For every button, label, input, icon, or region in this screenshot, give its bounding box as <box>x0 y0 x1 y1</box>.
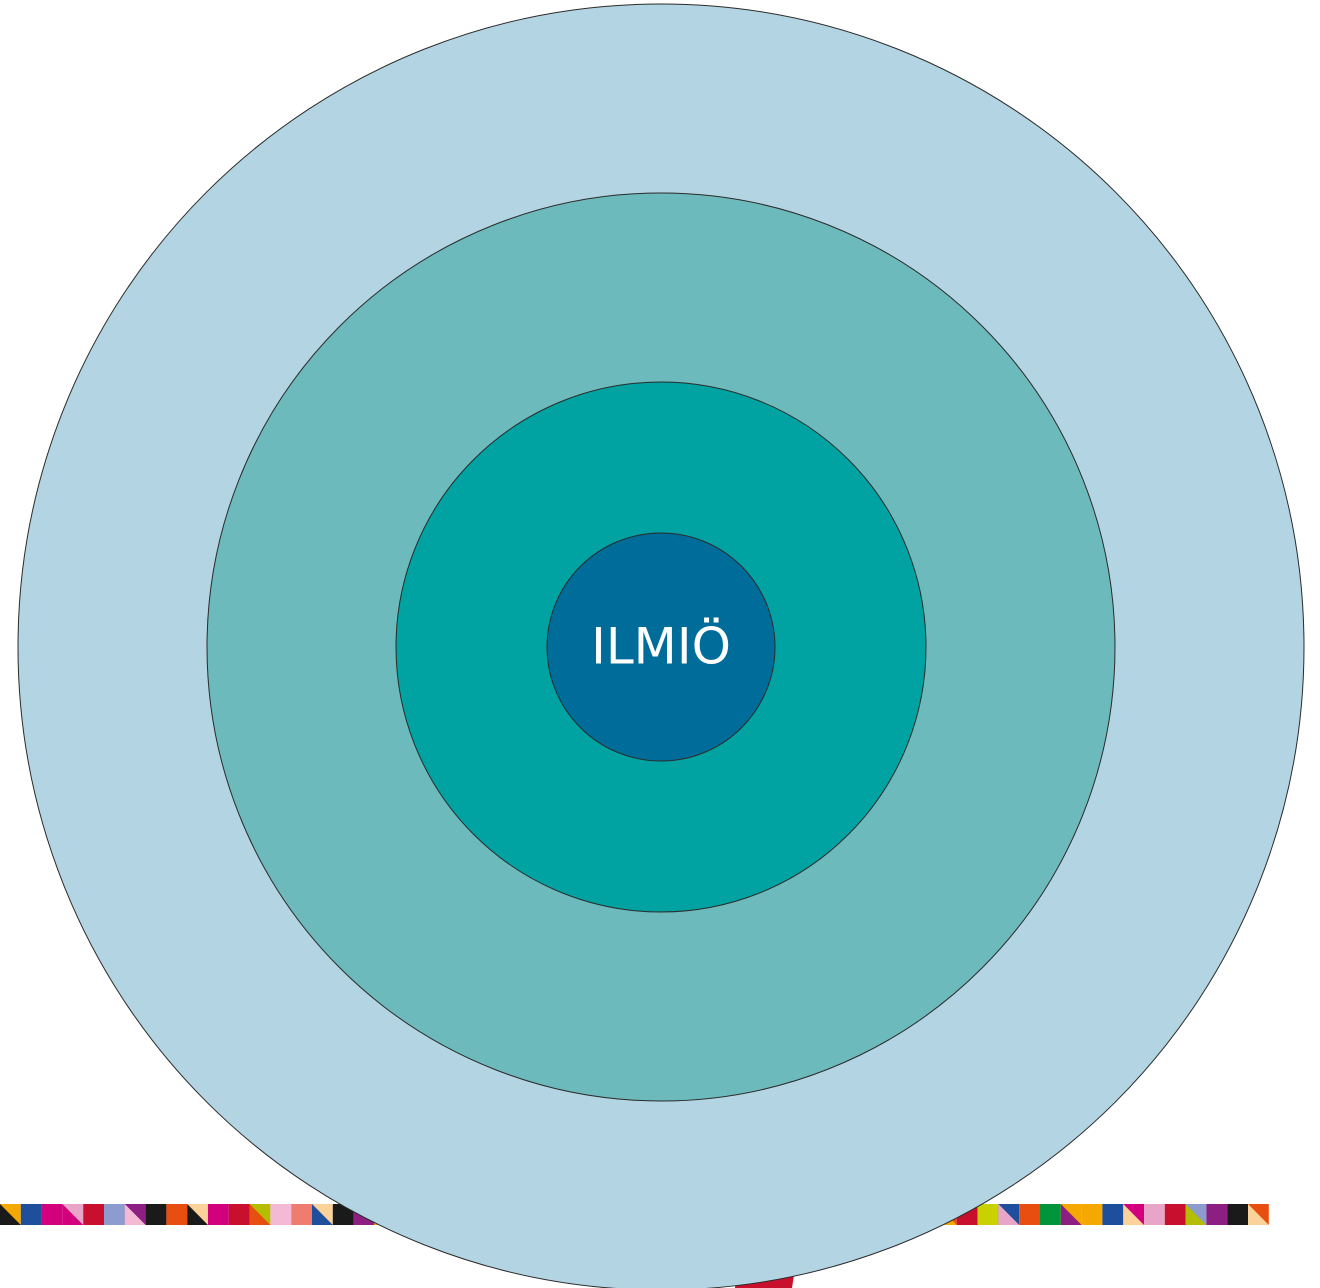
strip-tile <box>104 1204 125 1225</box>
strip-tile <box>146 1204 167 1225</box>
diagram: ILMIÖ <box>0 0 1320 1288</box>
strip-tile <box>1040 1204 1061 1225</box>
strip-tile <box>21 1204 42 1225</box>
strip-tile <box>1206 1204 1227 1225</box>
strip-tile <box>291 1204 312 1225</box>
strip-tile <box>229 1204 250 1225</box>
strip-tile <box>1082 1204 1103 1225</box>
strip-tile <box>1227 1204 1248 1225</box>
strip-tile <box>42 1204 63 1225</box>
strip-tile <box>978 1204 999 1225</box>
strip-tile <box>1102 1204 1123 1225</box>
strip-tile <box>1165 1204 1186 1225</box>
strip-tile <box>1144 1204 1165 1225</box>
center-label: ILMIÖ <box>591 618 731 676</box>
strip-tile <box>270 1204 291 1225</box>
strip-tile <box>208 1204 229 1225</box>
strip-tile <box>1019 1204 1040 1225</box>
strip-tile <box>166 1204 187 1225</box>
strip-tile <box>83 1204 104 1225</box>
